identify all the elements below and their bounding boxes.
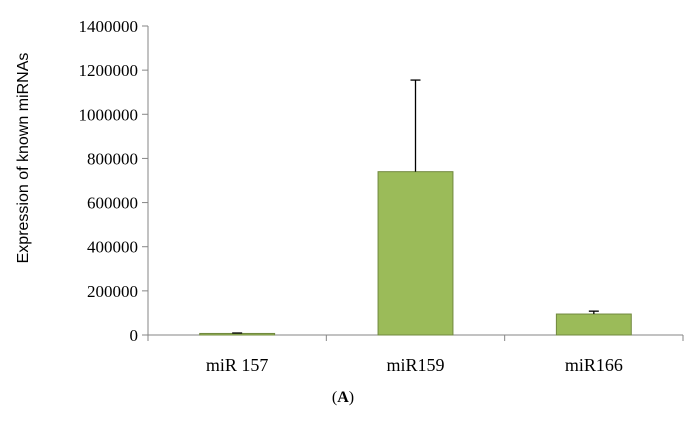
caption-letter: A — [337, 389, 349, 406]
y-tick-label: 1000000 — [79, 105, 139, 124]
x-category-label: miR159 — [386, 355, 444, 375]
caption-close: ) — [349, 389, 354, 406]
bar-mir166 — [555, 313, 632, 336]
bar-mir-157 — [199, 332, 276, 336]
error-bars — [232, 79, 599, 334]
y-tick-label: 1400000 — [79, 17, 139, 36]
y-axis-label: Expression of known miRNAs — [15, 53, 32, 264]
caption-open: ( — [332, 389, 337, 406]
x-category-label: miR166 — [565, 355, 623, 375]
y-tick-label: 400000 — [87, 238, 138, 257]
y-tick-label: 600000 — [87, 194, 138, 213]
y-axis: 0 200000 400000 600000 800000 1000000 1200000 1… — [79, 17, 149, 345]
bar-mir159 — [377, 171, 454, 336]
x-category-label: miR 157 — [206, 355, 269, 375]
x-axis — [147, 334, 684, 341]
y-tick-label: 0 — [130, 326, 139, 345]
y-tick-label: 800000 — [87, 149, 138, 168]
y-tick-label: 1200000 — [79, 61, 139, 80]
bars — [199, 171, 632, 336]
figure-caption: (A) — [332, 389, 354, 406]
y-tick-label: 200000 — [87, 282, 138, 301]
category-labels: miR 157 miR159 miR166 — [206, 355, 623, 375]
